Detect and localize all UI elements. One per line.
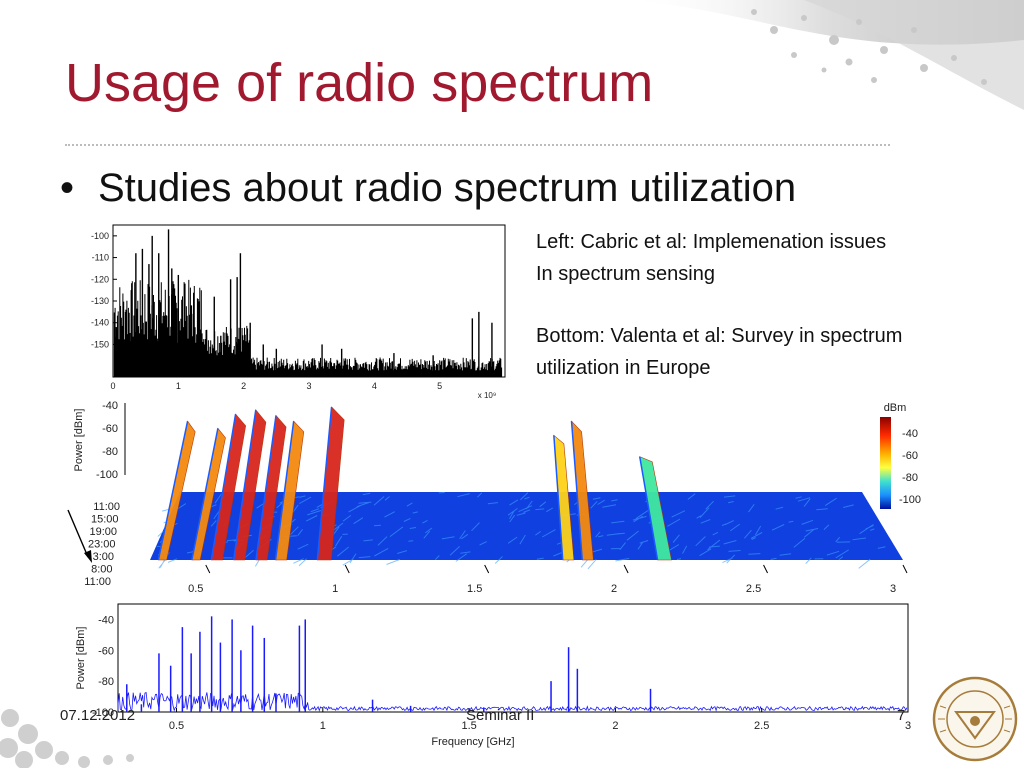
- y-tick-label: -130: [91, 296, 109, 306]
- time-tick-label: 23:00: [88, 539, 116, 551]
- time-arrow: [67, 509, 92, 563]
- x-tick-label: 1: [320, 720, 326, 732]
- colorbar-tick-label: -100: [899, 494, 921, 506]
- time-tick-label: 11:00: [84, 576, 111, 588]
- y-tick-label: -80: [98, 676, 114, 688]
- bullet-text: Studies about radio spectrum utilization: [98, 166, 797, 210]
- note-bottom-reference: Bottom: Valenta et al: Survey in spectru…: [536, 320, 902, 384]
- colorbar: [880, 417, 891, 509]
- decorative-background-bottom-left: [0, 709, 134, 768]
- freq-tick-label: 1.5: [467, 583, 482, 595]
- colorbar-tick-label: -80: [902, 472, 918, 484]
- freq-tick-mark: [344, 564, 350, 574]
- y-tick-label: -120: [91, 274, 109, 284]
- x-tick-label: 1: [176, 381, 181, 391]
- time-tick-label: 3:00: [93, 551, 114, 563]
- y-tick-label: -100: [91, 231, 109, 241]
- x-tick-label: 3: [905, 720, 911, 732]
- slide-title: Usage of radio spectrum: [65, 53, 654, 113]
- x-tick-label: 2.5: [754, 720, 769, 732]
- y-axis-label: Power [dBm]: [75, 627, 87, 690]
- colorbar-title: dBm: [884, 402, 907, 414]
- x-tick-label: 2: [612, 720, 618, 732]
- note-line: utilization in Europe: [536, 357, 711, 379]
- freq-tick-mark: [902, 564, 908, 574]
- footer-date: 07.12.2012: [60, 707, 136, 724]
- z-tick-label: -100: [96, 469, 118, 481]
- time-tick-label: 11:00: [93, 501, 120, 513]
- footer-page-number: 7: [897, 707, 906, 724]
- z-axis-label: Power [dBm]: [73, 409, 85, 472]
- note-left-reference: Left: Cabric et al: Implemenation issues…: [536, 226, 886, 290]
- decorative-background-top-right: [624, 0, 1024, 110]
- band-edge: [232, 409, 257, 561]
- band-edge: [638, 456, 659, 561]
- title-divider: [65, 144, 890, 146]
- y-tick-label: -100: [92, 707, 114, 719]
- freq-tick-mark: [205, 564, 211, 574]
- band-edge: [553, 435, 564, 561]
- spectrum-chart-cabric: -100 -110 -120 -130 -140 -150 0 1 2 3 4 5 x 10⁹: [91, 224, 506, 400]
- time-tick-label: 19:00: [89, 526, 117, 538]
- freq-tick-mark: [484, 564, 490, 574]
- z-tick-label: -80: [102, 446, 118, 458]
- y-tick-label: -60: [98, 645, 114, 657]
- band-edge: [255, 415, 277, 561]
- x-tick-label: 1.5: [461, 720, 476, 732]
- freq-tick-label: 1: [332, 583, 338, 595]
- time-tick-label: 15:00: [91, 514, 119, 526]
- plot-frame: [117, 603, 909, 713]
- band-edge: [274, 421, 295, 561]
- footer-title: Seminar II: [466, 707, 535, 724]
- colorbar-tick-label: -40: [902, 428, 918, 440]
- colorbar-tick-label: -60: [902, 450, 918, 462]
- x-axis-label: Frequency [GHz]: [431, 736, 514, 748]
- university-seal-logo: [932, 676, 1018, 762]
- time-tick-label: 8:00: [91, 564, 112, 576]
- freq-tick-label: 0.5: [188, 583, 203, 595]
- z-tick-label: -60: [102, 423, 118, 435]
- y-tick-label: -140: [91, 318, 109, 328]
- power-frequency-chart: -40 -60 -80 -100 0.5 1 1.5 2 2.5 3 Power [dBm] Freq…: [75, 603, 911, 748]
- x-tick-label: 0.5: [169, 720, 184, 732]
- power-trace: [117, 691, 908, 712]
- bullet-marker: •: [60, 166, 75, 210]
- x-tick-label: 0: [110, 381, 115, 391]
- note-line: In spectrum sensing: [536, 263, 715, 285]
- band-edge: [570, 421, 584, 561]
- freq-tick-label: 2: [611, 583, 617, 595]
- x-tick-label: 5: [437, 381, 442, 391]
- band-edge: [157, 421, 189, 561]
- x-axis-exponent: x 10⁹: [478, 391, 497, 400]
- band-edge: [316, 406, 333, 561]
- x-tick-label: 4: [372, 381, 377, 391]
- y-tick-label: -40: [98, 614, 114, 626]
- band-edge: [210, 413, 237, 561]
- note-line: Bottom: Valenta et al: Survey in spectru…: [536, 325, 903, 347]
- bullet-item: • Studies about radio spectrum utilizatio…: [60, 166, 796, 211]
- x-tick-label: 3: [306, 381, 311, 391]
- freq-tick-mark: [623, 564, 629, 574]
- waterfall-floor: [150, 492, 903, 560]
- freq-tick-label: 3: [890, 583, 896, 595]
- z-tick-label: -40: [102, 400, 118, 412]
- band-edge: [191, 428, 219, 561]
- note-line: Left: Cabric et al: Implemenation issues: [536, 231, 887, 253]
- y-tick-label: -110: [92, 253, 109, 263]
- freq-tick-mark: [763, 564, 769, 574]
- y-tick-label: -150: [91, 339, 109, 349]
- x-tick-label: 2: [241, 381, 246, 391]
- freq-tick-label: 2.5: [746, 583, 761, 595]
